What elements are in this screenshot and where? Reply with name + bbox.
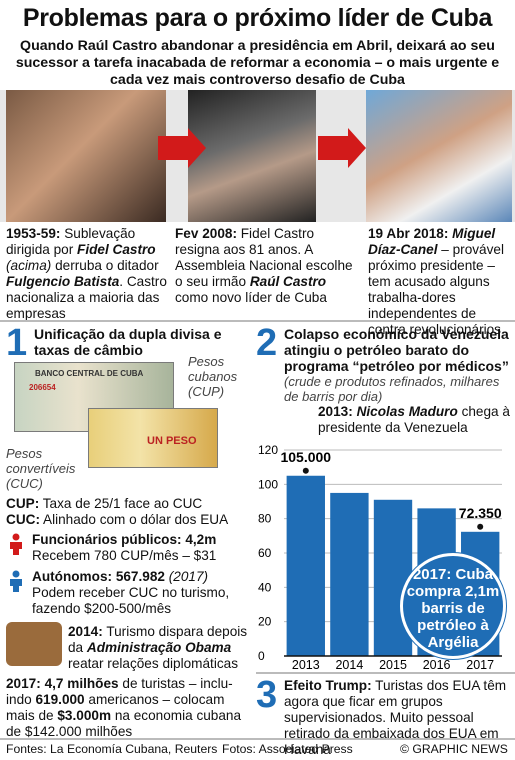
- public-workers: Funcionários públicos: 4,2m Recebem 780 …: [32, 532, 217, 563]
- banknote-serial: 206654: [29, 383, 56, 392]
- photo-diaz-canel: [366, 90, 512, 222]
- y-tick-label: 100: [258, 477, 278, 491]
- section-1-number: 1: [6, 322, 28, 364]
- photo-raul-castro: [188, 90, 316, 222]
- divider: [256, 672, 515, 674]
- section-2-number: 2: [256, 322, 278, 364]
- person-red-icon: [10, 533, 22, 555]
- page-subtitle: Quando Raúl Castro abandonar a presidênc…: [15, 38, 500, 88]
- y-tick-label: 40: [258, 580, 272, 594]
- cuc-label: Pesos convertíveis (CUC): [6, 446, 76, 491]
- self-employed: Autónomos: 567.982 (2017) Podem receber …: [32, 569, 230, 616]
- maduro-annotation: 2013: Nicolas Maduro chega à presidente …: [318, 404, 510, 435]
- cup-rate: CUP: Taxa de 25/1 face ao CUC: [6, 496, 203, 511]
- photo-fidel-castro: [6, 90, 166, 222]
- x-tick-label: 2013: [292, 658, 320, 670]
- section-3-number: 3: [256, 674, 278, 716]
- timeline-entry-2018: 19 Abr 2018: Miguel Díaz-Canel – prováve…: [368, 226, 504, 337]
- footer-photos: Fotos: Associated Press: [222, 742, 353, 756]
- data-marker: [477, 523, 484, 530]
- y-tick-label: 0: [258, 649, 265, 663]
- y-tick-label: 80: [258, 512, 272, 526]
- cup-label: Pesos cubanos (CUP): [188, 354, 238, 399]
- suitcase-icon: [6, 622, 62, 666]
- bar-2013: [286, 475, 325, 656]
- x-tick-label: 2017: [466, 658, 494, 670]
- section-1-title: Unificação da dupla divisa e taxas de câ…: [34, 326, 222, 358]
- x-tick-label: 2014: [335, 658, 363, 670]
- y-tick-label: 20: [258, 615, 272, 629]
- person-blue-icon: [10, 570, 22, 592]
- timeline-entry-1953: 1953-59: Sublevação dirigida por Fidel C…: [6, 226, 167, 321]
- tourism-2014: 2014: Turismo dispara depois da Administ…: [68, 624, 248, 671]
- data-label: 72.350: [459, 505, 502, 521]
- photo-strip: [0, 90, 515, 222]
- x-tick-label: 2016: [423, 658, 451, 670]
- divider: [0, 320, 515, 322]
- chart-note: (crude e produtos refinados, milhares de…: [284, 374, 500, 404]
- algeria-badge: 2017: Cuba compra 2,1m barris de petróle…: [400, 553, 506, 659]
- tourists-2017: 2017: 4,7 milhões de turistas – inclu-in…: [6, 676, 242, 739]
- footer-credit: © GRAPHIC NEWS: [400, 742, 508, 756]
- divider: [0, 738, 515, 740]
- y-tick-label: 60: [258, 546, 272, 560]
- page-title: Problemas para o próximo líder de Cuba: [22, 4, 493, 32]
- section-2-title: Colapso económico da Venezuela atingiu o…: [284, 326, 509, 374]
- data-marker: [302, 467, 309, 474]
- cuc-banknote-image: UN PESO: [88, 408, 218, 468]
- x-tick-label: 2015: [379, 658, 407, 670]
- trump-effect: Efeito Trump: Turistas dos EUA têm agora…: [284, 678, 507, 757]
- timeline-entry-2008: Fev 2008: Fidel Castro resigna aos 81 an…: [175, 226, 353, 305]
- cuc-rate: CUC: Alinhado com o dólar dos EUA: [6, 512, 229, 527]
- bar-2014: [330, 492, 369, 656]
- footer-sources: Fontes: La Economía Cubana, Reuters: [6, 742, 218, 756]
- y-tick-label: 120: [258, 443, 278, 457]
- data-label: 105.000: [280, 449, 331, 465]
- banknote-text: BANCO CENTRAL DE CUBA: [35, 369, 144, 378]
- banknote-text: UN PESO: [147, 435, 197, 447]
